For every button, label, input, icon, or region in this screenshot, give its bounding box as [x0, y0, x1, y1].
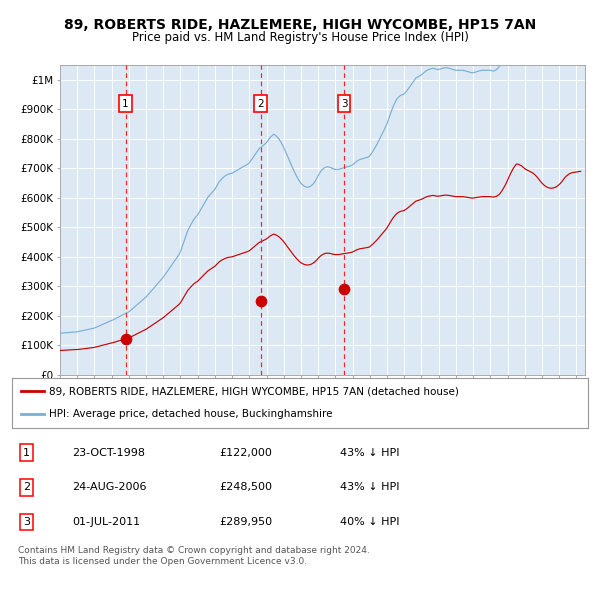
Point — [121, 334, 130, 343]
Point — [256, 297, 265, 306]
Text: 3: 3 — [23, 517, 30, 527]
Text: £289,950: £289,950 — [220, 517, 272, 527]
Point — [339, 284, 349, 294]
Text: Contains HM Land Registry data © Crown copyright and database right 2024.
This d: Contains HM Land Registry data © Crown c… — [18, 546, 370, 566]
Text: £248,500: £248,500 — [220, 483, 272, 493]
Text: HPI: Average price, detached house, Buckinghamshire: HPI: Average price, detached house, Buck… — [49, 409, 333, 419]
Text: 1: 1 — [122, 99, 129, 109]
Text: 01-JUL-2011: 01-JUL-2011 — [73, 517, 140, 527]
Text: 1: 1 — [23, 448, 30, 457]
Text: 24-AUG-2006: 24-AUG-2006 — [73, 483, 147, 493]
Text: 2: 2 — [23, 483, 30, 493]
Text: 89, ROBERTS RIDE, HAZLEMERE, HIGH WYCOMBE, HP15 7AN: 89, ROBERTS RIDE, HAZLEMERE, HIGH WYCOMB… — [64, 18, 536, 32]
Text: 23-OCT-1998: 23-OCT-1998 — [73, 448, 145, 457]
Text: 40% ↓ HPI: 40% ↓ HPI — [340, 517, 400, 527]
Text: 2: 2 — [257, 99, 264, 109]
Text: 43% ↓ HPI: 43% ↓ HPI — [340, 448, 400, 457]
Text: 43% ↓ HPI: 43% ↓ HPI — [340, 483, 400, 493]
Text: Price paid vs. HM Land Registry's House Price Index (HPI): Price paid vs. HM Land Registry's House … — [131, 31, 469, 44]
Text: £122,000: £122,000 — [220, 448, 272, 457]
Text: 3: 3 — [341, 99, 347, 109]
Text: 89, ROBERTS RIDE, HAZLEMERE, HIGH WYCOMBE, HP15 7AN (detached house): 89, ROBERTS RIDE, HAZLEMERE, HIGH WYCOMB… — [49, 386, 460, 396]
